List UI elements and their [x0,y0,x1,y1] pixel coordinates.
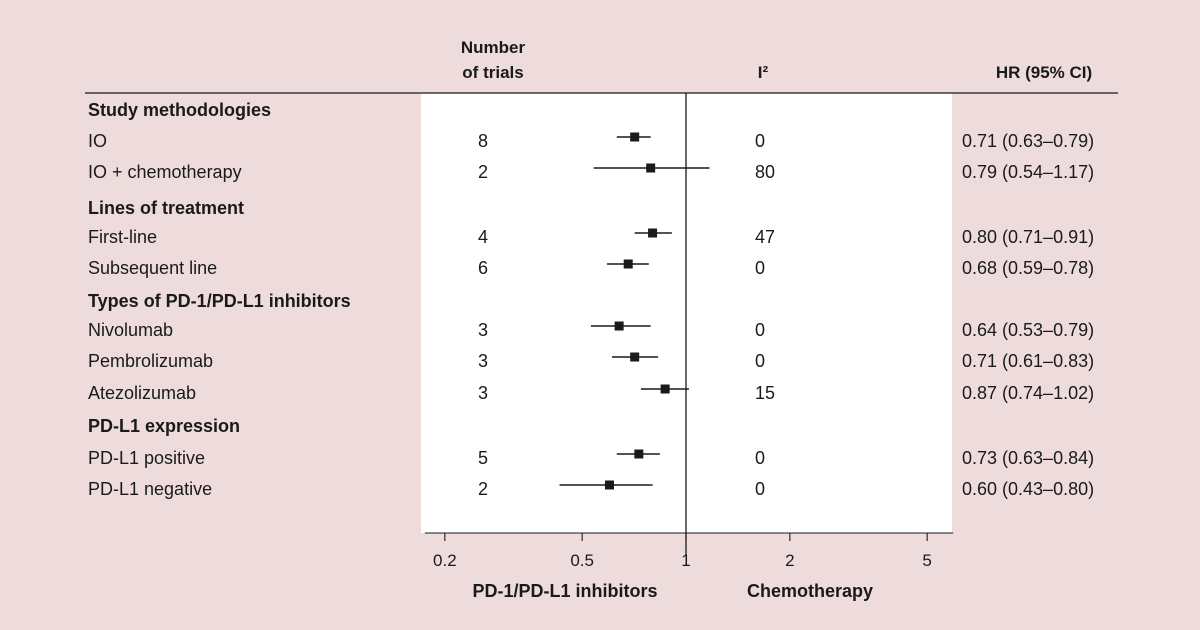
trials-count: 2 [478,162,488,182]
hr-point [660,384,670,394]
i2-value: 0 [755,131,765,151]
trials-count: 8 [478,131,488,151]
hr-ci-text: 0.71 (0.63–0.79) [962,131,1094,151]
hr-ci-text: 0.64 (0.53–0.79) [962,320,1094,340]
hr-point [648,228,658,238]
row-label: PD-L1 negative [88,479,212,499]
trials-count: 2 [478,479,488,499]
x-tick-label: 1 [681,551,690,570]
row-label: IO [88,131,107,151]
row-label: PD-L1 positive [88,448,205,468]
hr-ci-text: 0.79 (0.54–1.17) [962,162,1094,182]
hr-point [630,352,640,362]
i2-value: 15 [755,383,775,403]
section-title: PD-L1 expression [88,416,240,436]
trials-count: 6 [478,258,488,278]
favours-right-label: Chemotherapy [747,581,873,601]
hr-point [630,132,640,142]
hr-ci-text: 0.87 (0.74–1.02) [962,383,1094,403]
row-label: Subsequent line [88,258,217,278]
i2-value: 0 [755,258,765,278]
hr-point [634,449,644,459]
trials-count: 5 [478,448,488,468]
i2-value: 80 [755,162,775,182]
hr-point [614,321,624,331]
trials-header-line2: of trials [462,63,523,82]
i2-value: 0 [755,320,765,340]
favours-left-label: PD-1/PD-L1 inhibitors [472,581,657,601]
trials-count: 3 [478,383,488,403]
axis-layer: 0.2 0.5 1 2 5 [433,533,932,570]
row-label: Nivolumab [88,320,173,340]
row-label: Atezolizumab [88,383,196,403]
hr-ci-text: 0.73 (0.63–0.84) [962,448,1094,468]
row-label: Pembrolizumab [88,351,213,371]
i2-value: 0 [755,351,765,371]
hr-ci-text: 0.68 (0.59–0.78) [962,258,1094,278]
i2-value: 0 [755,479,765,499]
trials-header-line1: Number [461,38,526,57]
hr-point [604,480,614,490]
x-tick-label: 5 [922,551,931,570]
i2-value: 0 [755,448,765,468]
hr-point [623,259,633,269]
section-title: Study methodologies [88,100,271,120]
hr-ci-text: 0.80 (0.71–0.91) [962,227,1094,247]
i2-header: I² [758,63,769,82]
x-tick-label: 0.5 [570,551,594,570]
hr-ci-text: 0.60 (0.43–0.80) [962,479,1094,499]
row-label: IO + chemotherapy [88,162,242,182]
trials-count: 3 [478,351,488,371]
section-title: Types of PD-1/PD-L1 inhibitors [88,291,351,311]
section-title: Lines of treatment [88,198,244,218]
trials-count: 3 [478,320,488,340]
hr-point [646,163,656,173]
i2-value: 47 [755,227,775,247]
x-tick-label: 0.2 [433,551,457,570]
row-label: First-line [88,227,157,247]
x-tick-label: 2 [785,551,794,570]
trials-count: 4 [478,227,488,247]
hr-header: HR (95% CI) [996,63,1092,82]
hr-ci-text: 0.71 (0.61–0.83) [962,351,1094,371]
